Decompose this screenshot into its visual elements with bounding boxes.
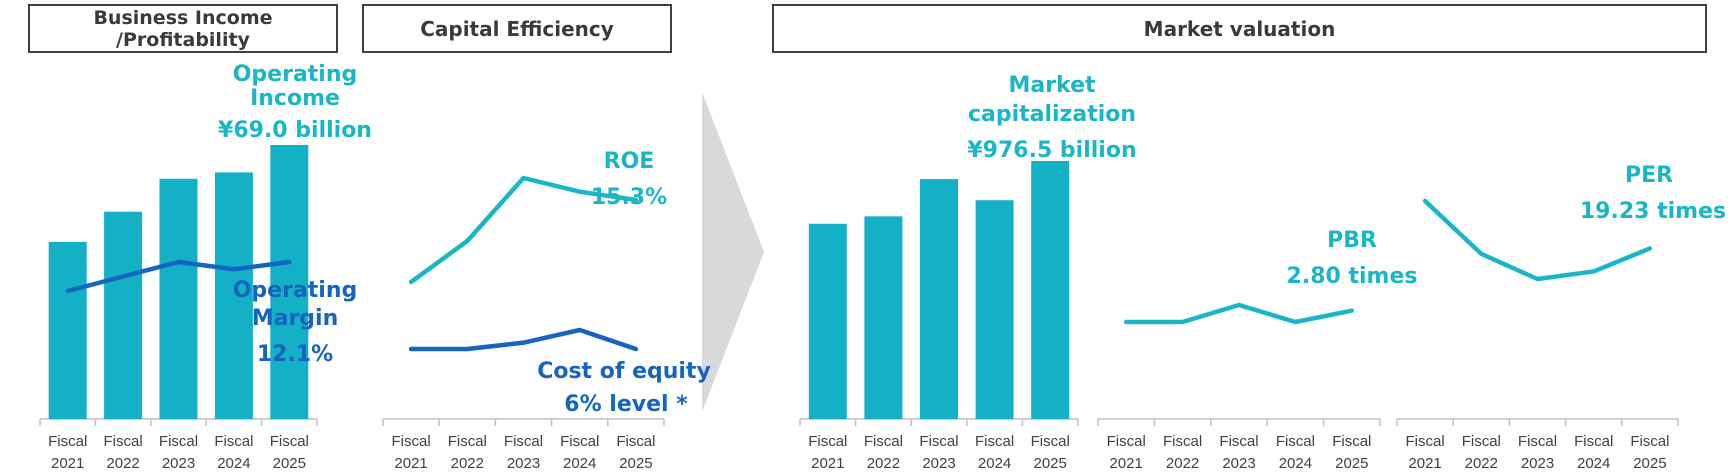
market-capitalization-tick-label: Fiscal [864,433,903,450]
header-business-line1: Business Income [93,6,273,29]
capital-efficiency-tick-label: Fiscal [392,433,431,450]
pbr-tick-label: 2021 [1110,455,1143,472]
operating-income-bar [159,178,198,419]
per-tick-label: Fiscal [1462,433,1501,450]
per-line [1422,198,1653,282]
op-income-value: ¥69.0 billion [218,118,372,143]
capital-efficiency-tick-label: 2023 [507,455,540,472]
per-tick-label: Fiscal [1406,433,1445,450]
coe-value: 6% level * [564,392,688,417]
operating-income-tick-label: 2024 [217,455,250,472]
per-tick-label: Fiscal [1574,433,1613,450]
header-market-valuation: Market valuation [772,4,1707,53]
operating-income-tick-label: 2023 [162,455,195,472]
capital-efficiency-tick-label: Fiscal [616,433,655,450]
operating-income-tick-label: Fiscal [270,433,309,450]
pbr-tick-label: 2024 [1279,455,1312,472]
pbr-value: 2.80 times [1287,264,1418,289]
market-capitalization-bar [808,223,847,419]
pbr-tick-label: 2023 [1222,455,1255,472]
pbr-tick-label: 2025 [1335,455,1368,472]
pbr-tick-label: Fiscal [1332,433,1371,450]
per-tick-label: 2021 [1408,455,1441,472]
market-capitalization-tick-label: Fiscal [919,433,958,450]
market-capitalization-tick-label: Fiscal [1031,433,1070,450]
operating-income-tick-label: Fiscal [159,433,198,450]
header-business-line2: /Profitability [116,28,250,51]
capital-efficiency-tick-label: Fiscal [560,433,599,450]
chart-marks: Fiscal 2021 Fiscal 2022 Fiscal 2023 Fiscal 2024… [39,145,1679,472]
operating-income-tick-label: 2025 [273,455,306,472]
capital-efficiency-tick-label: 2022 [451,455,484,472]
operating-income-bar [214,172,253,419]
pbr-line [1123,302,1355,325]
market-capitalization-bar [920,179,958,419]
roe-line [408,175,639,285]
coe-label: Cost of equity [537,359,711,384]
market-capitalization-bar [975,200,1014,419]
per-tick-label: 2025 [1633,455,1666,472]
market-capitalization-tick-label: 2023 [922,455,955,472]
per-tick-label: 2023 [1521,455,1554,472]
operating-income-tick-label: 2021 [51,455,84,472]
chevron-arrow-icon [702,92,764,412]
capital-efficiency-tick-label: 2025 [619,455,652,472]
header-capital-label: Capital Efficiency [420,16,614,41]
market-capitalization-tick-label: 2022 [867,455,900,472]
pbr-tick-label: 2022 [1166,455,1199,472]
op-margin-label-2: Margin [252,306,339,331]
pbr-tick-label: Fiscal [1219,433,1258,450]
capital-efficiency-tick-label: Fiscal [448,433,487,450]
per-tick-label: 2024 [1577,455,1610,472]
per-tick-label: Fiscal [1518,433,1557,450]
roe-value: 15.3% [591,185,667,210]
market-capitalization-bar [864,216,903,419]
operating-income-tick-label: Fiscal [214,433,253,450]
operating-income-bar [48,241,87,419]
per-tick-label: 2022 [1465,455,1498,472]
market-capitalization-tick-label: 2024 [978,455,1011,472]
op-income-label-2: Income [250,86,340,111]
operating-income-tick-label: 2022 [106,455,139,472]
mcap-label-1: Market [1008,73,1096,98]
header-business-income: Business Income /Profitability [28,4,338,53]
cost-of-equity-line [408,327,639,352]
chart-annotations: Operating Income ¥69.0 billion Operating… [218,62,1726,417]
pbr-tick-label: Fiscal [1163,433,1202,450]
operating-income-margin-line [65,259,292,294]
per-label: PER [1625,163,1673,188]
market-capitalization-tick-label: Fiscal [808,433,847,450]
roe-label: ROE [604,149,655,174]
per-value: 19.23 times [1580,199,1726,224]
operating-income-bar [270,145,309,419]
market-capitalization-bar [1031,161,1070,419]
market-capitalization-tick-label: 2025 [1034,455,1067,472]
operating-income-tick-label: Fiscal [104,433,143,450]
header-capital-efficiency: Capital Efficiency [362,4,672,53]
market-capitalization-tick-label: Fiscal [975,433,1014,450]
mcap-label-2: capitalization [968,102,1136,127]
pbr-label: PBR [1327,228,1377,253]
pbr-tick-label: Fiscal [1276,433,1315,450]
header-market-label: Market valuation [1143,16,1336,41]
pbr-tick-label: Fiscal [1107,433,1146,450]
market-capitalization-tick-label: 2021 [811,455,844,472]
per-tick-label: Fiscal [1630,433,1669,450]
op-margin-value: 12.1% [257,342,333,367]
mcap-value: ¥976.5 billion [967,138,1136,163]
operating-income-bar [104,211,143,419]
op-margin-label-1: Operating [233,278,358,303]
capital-efficiency-tick-label: 2024 [563,455,596,472]
op-income-label-1: Operating [233,62,358,87]
operating-income-tick-label: Fiscal [48,433,87,450]
transition-arrow [702,92,764,412]
capital-efficiency-tick-label: Fiscal [504,433,543,450]
capital-efficiency-tick-label: 2021 [394,455,427,472]
